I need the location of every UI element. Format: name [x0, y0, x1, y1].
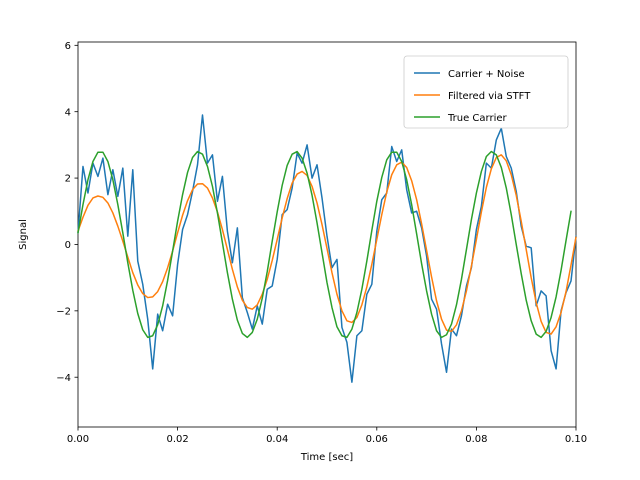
x-tick-label: 0.08	[465, 434, 487, 445]
x-axis-label: Time [sec]	[300, 452, 353, 463]
x-tick-label: 0.10	[565, 434, 587, 445]
axes-frame	[77, 41, 577, 428]
y-tick-label: −4	[56, 373, 71, 384]
y-axis-label: Signal	[18, 219, 29, 250]
plot-frame	[77, 41, 577, 428]
series-line	[77, 154, 577, 335]
y-tick-label: −2	[56, 306, 71, 317]
y-tick-label: 0	[65, 240, 71, 251]
legend-box	[403, 55, 569, 129]
x-tick-label: 0.06	[366, 434, 388, 445]
legend-label: Carrier + Noise	[448, 69, 525, 80]
axis-ticks-group: 0.00 0.02 0.04 0.06 0.08 0.10 −4 −2 0 2 4 6	[56, 41, 587, 445]
y-tick-label: 4	[65, 107, 71, 118]
x-tick-label: 0.04	[266, 434, 288, 445]
data-series-group	[77, 114, 577, 383]
y-tick-label: 6	[65, 41, 71, 52]
legend-label: True Carrier	[447, 113, 508, 124]
legend-label: Filtered via STFT	[448, 91, 531, 102]
y-tick-label: 2	[65, 174, 71, 185]
chart-legend[interactable]: Carrier + Noise Filtered via STFT True Car…	[403, 55, 569, 129]
axis-labels-group: Time [sec] Signal	[18, 219, 353, 463]
series-line	[77, 150, 572, 339]
x-tick-label: 0.00	[67, 434, 89, 445]
x-tick-label: 0.02	[166, 434, 188, 445]
series-line	[77, 114, 577, 383]
